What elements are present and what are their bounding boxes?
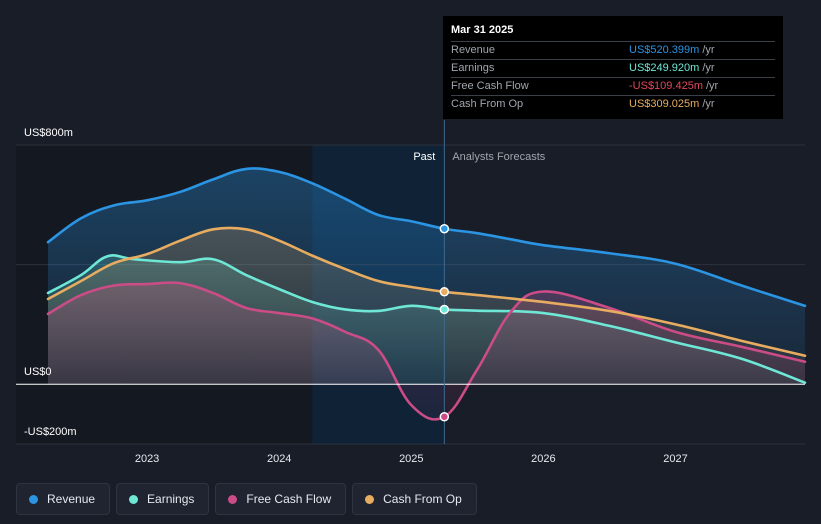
tooltip-value: -US$109.425m <box>629 80 703 92</box>
earnings-dot-icon <box>129 494 139 504</box>
x-tick-label: 2024 <box>267 453 291 465</box>
y-tick-label: US$800m <box>24 127 73 139</box>
legend-item-revenue[interactable]: Revenue <box>16 483 111 515</box>
legend-label: Cash From Op <box>383 492 462 506</box>
tooltip-unit: /yr <box>702 98 715 110</box>
free-cash-flow-line <box>46 281 807 421</box>
legend-item-earnings[interactable]: Earnings <box>116 483 210 515</box>
series-lines <box>46 167 807 421</box>
x-tick-label: 2025 <box>399 453 423 465</box>
cash-from-op-marker[interactable] <box>439 287 450 297</box>
revenue-marker[interactable] <box>439 223 450 234</box>
tooltip-unit: /yr <box>702 62 715 74</box>
tooltip-value: US$520.399m <box>629 44 700 56</box>
cash-from-op-line <box>46 226 807 358</box>
tooltip-label: Free Cash Flow <box>451 80 529 92</box>
legend-item-free-cash-flow[interactable]: Free Cash Flow <box>215 483 347 515</box>
tooltip-date: Mar 31 2025 <box>451 24 775 42</box>
legend: Revenue Earnings Free Cash Flow Cash Fro… <box>16 483 477 515</box>
tooltip-row-earnings: Earnings US$249.920m /yr <box>451 60 775 78</box>
tooltip-label: Cash From Op <box>451 98 524 110</box>
forecast-label: Analysts Forecasts <box>452 151 545 163</box>
tooltip-row-free-cash-flow: Free Cash Flow -US$109.425m /yr <box>451 78 775 96</box>
x-axis-labels: 2023 2024 2025 2026 2027 <box>135 453 688 465</box>
legend-label: Revenue <box>47 492 96 506</box>
chart-canvas: US$800m US$0 -US$200m 2023 2024 2025 2026 2027… <box>16 120 807 465</box>
y-tick-label: -US$200m <box>24 426 77 438</box>
x-tick-label: 2026 <box>531 453 555 465</box>
past-label: Past <box>413 151 435 163</box>
tooltip-unit: /yr <box>702 44 715 56</box>
revenue-dot-icon <box>29 494 38 504</box>
y-axis-labels: US$800m US$0 -US$200m <box>24 127 77 438</box>
highlight-markers[interactable] <box>439 223 450 422</box>
free-cash-flow-dot-icon <box>228 494 238 504</box>
tooltip-label: Revenue <box>451 44 496 56</box>
tooltip-unit: /yr <box>706 80 719 92</box>
x-tick-label: 2027 <box>663 453 687 465</box>
earnings-marker[interactable] <box>439 304 450 315</box>
free-cash-flow-marker[interactable] <box>439 412 450 422</box>
tooltip-panel: Mar 31 2025 Revenue US$520.399m /yr Earn… <box>443 16 783 119</box>
tooltip-row-revenue: Revenue US$520.399m /yr <box>451 42 775 60</box>
y-tick-label: US$0 <box>24 366 52 378</box>
tooltip-label: Earnings <box>451 62 495 74</box>
legend-label: Earnings <box>147 492 195 506</box>
cash-from-op-dot-icon <box>365 494 375 504</box>
tooltip-row-cash-from-op: Cash From Op US$309.025m /yr <box>451 96 775 113</box>
earnings-line <box>46 254 807 385</box>
x-tick-label: 2023 <box>135 453 159 465</box>
tooltip-value: US$309.025m <box>629 98 700 110</box>
legend-label: Free Cash Flow <box>246 492 332 506</box>
revenue-line <box>46 167 807 308</box>
tooltip-value: US$249.920m <box>629 62 700 74</box>
legend-item-cash-from-op[interactable]: Cash From Op <box>352 483 477 515</box>
